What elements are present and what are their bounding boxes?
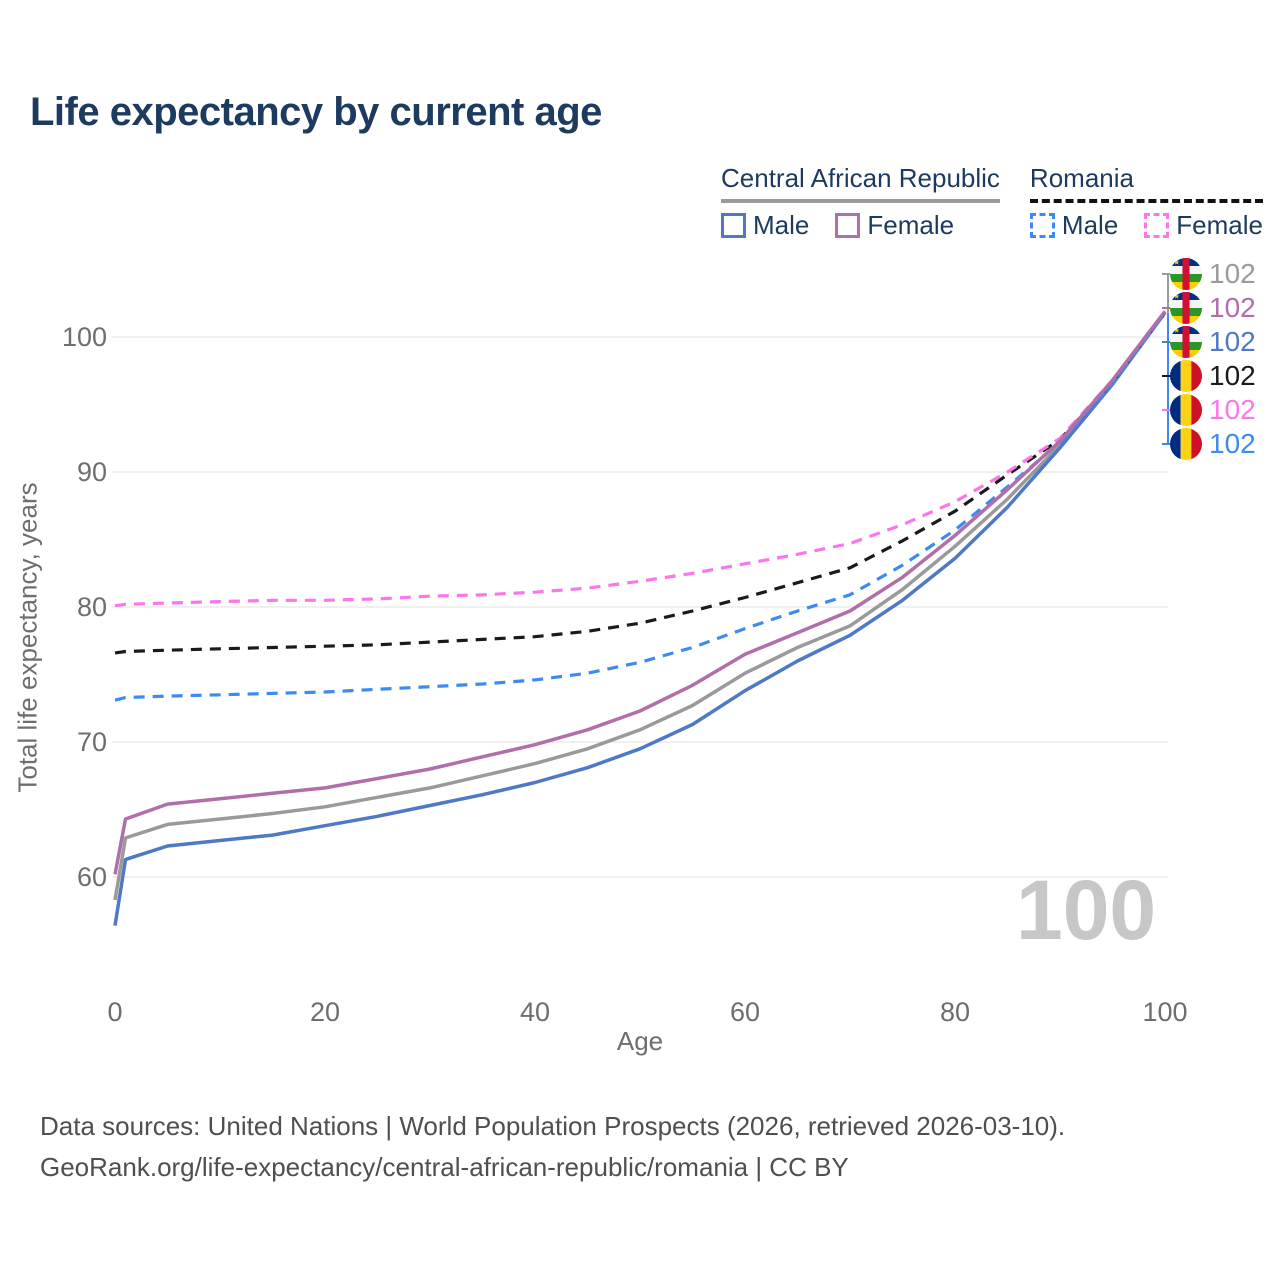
x-tick-label-40: 40 <box>520 997 550 1027</box>
legend-item-central-african-republic-male[interactable]: Male <box>721 210 809 241</box>
legend-items: Male Female <box>1029 210 1263 241</box>
end-label-row: 102 <box>1170 428 1256 460</box>
y-tick-label-90: 90 <box>77 457 107 487</box>
legend-item-label: Female <box>867 210 955 240</box>
central-african-republic-flag-icon <box>1170 292 1202 324</box>
legend-swatch-icon <box>721 213 746 238</box>
legend: Central African Republic Male Female Romani… <box>721 163 1263 241</box>
legend-item-romania-male[interactable]: Male <box>1029 210 1119 241</box>
series-line-central-african-republic-male <box>113 311 1167 926</box>
x-tick-label-60: 60 <box>730 997 760 1027</box>
end-label-value: 102 <box>1209 360 1256 391</box>
legend-item-central-african-republic-female[interactable]: Female <box>835 210 954 241</box>
end-label-row: 102 <box>1170 326 1256 358</box>
y-tick-label-60: 60 <box>77 862 107 892</box>
x-axis-title: Age <box>616 1026 664 1056</box>
end-label-row: 102 <box>1170 394 1256 426</box>
legend-group-central-african-republic: Central African Republic Male Female <box>721 163 1000 241</box>
romania-flag-icon <box>1170 360 1202 392</box>
end-label-value: 102 <box>1209 428 1256 459</box>
legend-item-romania-female[interactable]: Female <box>1144 210 1263 241</box>
legend-group-romania: Romania Male Female <box>1029 163 1263 241</box>
y-tick-label-100: 100 <box>62 322 107 352</box>
series-line-central-african-republic-female <box>113 310 1167 875</box>
legend-group-title: Romania <box>1029 163 1263 203</box>
legend-item-label: Female <box>1176 210 1263 240</box>
page-title: Life expectancy by current age <box>30 90 602 134</box>
legend-swatch-icon <box>835 213 861 238</box>
series-line-central-african-republic-both-sexes <box>113 311 1167 901</box>
y-tick-label-80: 80 <box>77 592 107 622</box>
legend-swatch-icon <box>1029 213 1055 238</box>
x-tick-label-0: 0 <box>107 997 122 1027</box>
series-end-labels: 102 102 102 102 102 102 <box>1170 258 1256 460</box>
legend-item-label: Male <box>1061 210 1119 240</box>
end-label-value: 102 <box>1209 326 1256 357</box>
romania-flag-icon <box>1170 428 1202 460</box>
y-tick-label-70: 70 <box>77 727 107 757</box>
x-tick-label-100: 100 <box>1142 997 1187 1027</box>
x-tick-label-80: 80 <box>940 997 970 1027</box>
end-label-row: 102 <box>1170 360 1256 392</box>
footer-attribution: GeoRank.org/life-expectancy/central-afri… <box>40 1152 849 1182</box>
end-label-value: 102 <box>1209 292 1256 323</box>
x-tick-label-20: 20 <box>310 997 340 1027</box>
legend-items: Male Female <box>721 210 1000 241</box>
end-label-row: 102 <box>1170 292 1256 324</box>
central-african-republic-flag-icon <box>1170 326 1202 358</box>
legend-item-label: Male <box>753 210 810 240</box>
end-label-row: 102 <box>1170 258 1256 290</box>
line-chart-plot: 100 90 80 70 60 0 20 40 60 80 100 <box>62 273 1188 1027</box>
end-label-value: 102 <box>1209 258 1256 289</box>
series-line-romania-both-sexes <box>114 311 1167 655</box>
romania-flag-icon <box>1170 394 1202 426</box>
series-line-romania-female <box>114 310 1167 608</box>
legend-group-title: Central African Republic <box>721 163 1000 203</box>
end-label-value: 102 <box>1209 394 1256 425</box>
central-african-republic-flag-icon <box>1170 258 1202 290</box>
footer-data-sources: Data sources: United Nations | World Pop… <box>40 1111 1066 1141</box>
footer: Data sources: United Nations | World Pop… <box>40 1106 1065 1188</box>
legend-swatch-icon <box>1144 213 1170 238</box>
age-counter-watermark: 100 <box>1016 863 1157 957</box>
series-line-romania-male <box>114 311 1167 702</box>
